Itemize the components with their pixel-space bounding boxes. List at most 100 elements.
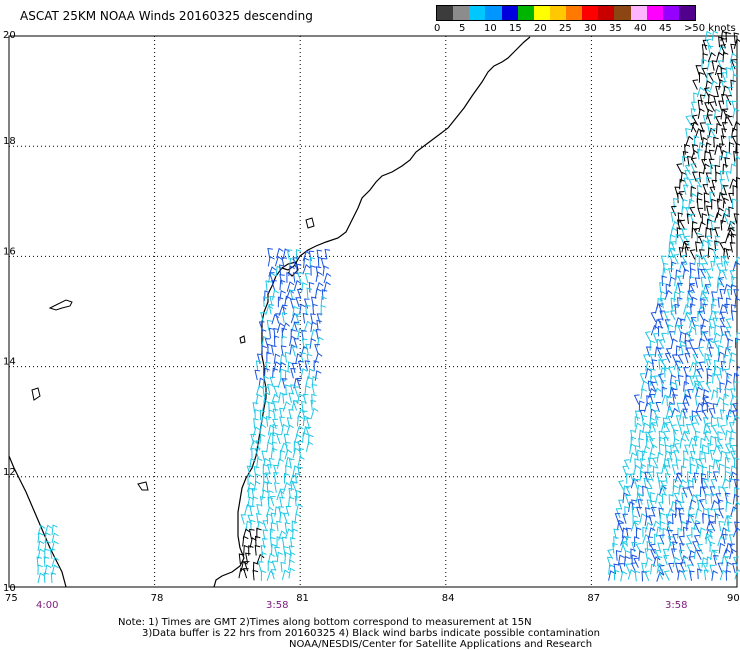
wind-barb	[660, 421, 669, 433]
wind-barb	[672, 534, 679, 545]
wind-barb	[682, 304, 691, 315]
wind-barb	[708, 101, 716, 112]
wind-barb	[667, 415, 674, 426]
wind-barb	[652, 520, 660, 531]
wind-barb	[279, 279, 286, 291]
wind-barb	[705, 381, 712, 393]
wind-barb	[639, 470, 647, 482]
wind-barb	[248, 545, 254, 556]
wind-barb	[311, 384, 318, 395]
wind-barb	[265, 280, 271, 291]
wind-barb	[718, 276, 725, 288]
wind-barb	[712, 471, 719, 482]
wind-barb	[640, 388, 647, 399]
wind-barb	[253, 418, 259, 429]
wind-barb	[707, 45, 714, 56]
wind-barb	[677, 353, 684, 365]
wind-barb	[269, 376, 276, 387]
coastline-india-east	[213, 36, 531, 588]
wind-barb	[666, 522, 673, 533]
wind-barb	[270, 569, 277, 580]
wind-barb	[263, 367, 270, 379]
wind-barb	[281, 304, 288, 316]
wind-barb	[286, 281, 295, 292]
wind-barb	[659, 310, 666, 321]
wind-barb	[634, 410, 641, 421]
wind-barb	[638, 437, 644, 449]
wind-barb	[729, 437, 735, 449]
wind-barb	[304, 273, 311, 284]
wind-barb	[289, 298, 296, 309]
wind-barb	[701, 213, 708, 224]
wind-barb	[267, 384, 273, 395]
wind-barb	[698, 499, 705, 510]
wind-barb	[265, 416, 272, 427]
wind-barb	[271, 393, 280, 405]
wind-barb	[283, 546, 289, 557]
wind-barb	[701, 409, 709, 420]
wind-barb	[678, 191, 685, 202]
colorbar-segment	[485, 6, 502, 20]
wind-barb	[256, 513, 262, 524]
wind-barb	[693, 414, 700, 426]
wind-barb	[712, 458, 720, 470]
wind-barb	[693, 380, 700, 391]
wind-barb	[710, 499, 719, 511]
wind-barb	[272, 289, 280, 301]
wind-barb	[243, 561, 250, 572]
wind-barb	[680, 171, 687, 183]
wind-barb	[280, 345, 287, 356]
wind-barb	[254, 473, 261, 485]
wind-barb	[664, 366, 670, 378]
wind-barb	[720, 325, 726, 336]
wind-barb	[673, 443, 680, 454]
wind-barb	[702, 303, 708, 315]
wind-barb	[708, 529, 715, 540]
wind-barb	[642, 354, 649, 365]
wind-barb	[711, 60, 718, 71]
wind-barb	[695, 463, 703, 475]
wind-barb	[656, 571, 665, 582]
wind-barb	[685, 115, 692, 126]
wind-barb	[726, 288, 733, 300]
wind-barb	[247, 496, 255, 508]
wind-barb	[693, 472, 700, 483]
wind-barb	[648, 527, 656, 538]
wind-barb	[719, 288, 726, 300]
wind-barb	[698, 380, 705, 392]
wind-barb	[708, 127, 716, 139]
colorbar-label: 40	[634, 23, 647, 34]
wind-barb	[310, 296, 317, 308]
wind-barb	[671, 388, 678, 399]
wind-barb	[634, 570, 641, 582]
wind-barb	[668, 331, 675, 342]
wind-barb	[724, 157, 730, 168]
wind-barb	[249, 505, 255, 516]
wind-barb	[708, 72, 715, 83]
wind-barb	[279, 274, 285, 285]
wind-barb	[663, 555, 669, 566]
wind-barb	[690, 317, 697, 328]
wind-barb	[672, 393, 678, 405]
wind-barb	[675, 499, 681, 511]
wind-barb	[704, 493, 711, 505]
colorbar-segment	[566, 6, 583, 20]
wind-barb	[655, 493, 663, 504]
wind-barb	[253, 466, 260, 477]
wind-barb	[707, 507, 713, 519]
wind-barb	[279, 496, 285, 508]
wind-barb	[682, 416, 689, 427]
wind-barb	[702, 291, 709, 302]
longitude-label: 78	[151, 593, 164, 604]
wind-barb	[682, 526, 689, 538]
wind-barb	[675, 269, 682, 281]
wind-barb	[671, 464, 678, 475]
wind-barb	[615, 508, 622, 519]
wind-barb	[729, 52, 737, 64]
wind-barb	[638, 550, 645, 561]
wind-barb	[304, 385, 311, 396]
wind-barb	[37, 524, 46, 536]
wind-barb	[255, 360, 262, 372]
wind-barb	[715, 51, 724, 63]
latitude-label: 12	[3, 467, 16, 478]
